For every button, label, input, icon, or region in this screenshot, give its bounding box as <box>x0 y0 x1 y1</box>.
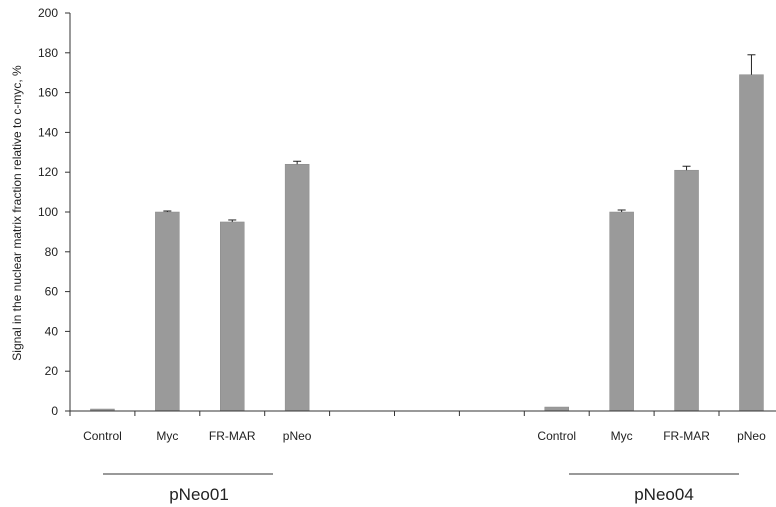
y-tick-label: 120 <box>38 165 58 179</box>
x-tick-label: Control <box>537 429 576 443</box>
y-tick-label: 180 <box>38 46 58 60</box>
y-tick-label: 160 <box>38 86 58 100</box>
y-tick-label: 80 <box>45 245 59 259</box>
group-label: pNeo04 <box>634 485 694 504</box>
y-tick-label: 100 <box>38 205 58 219</box>
x-tick-label: pNeo <box>283 429 312 443</box>
bar <box>284 163 310 412</box>
y-tick-label: 140 <box>38 125 58 139</box>
group-label: pNeo01 <box>169 485 229 504</box>
x-tick-label: pNeo <box>737 429 766 443</box>
bar <box>739 74 764 412</box>
y-tick-label: 200 <box>38 6 58 20</box>
x-tick-label: FR-MAR <box>663 429 710 443</box>
y-axis: 0 20 40 60 80 100 120 140 160 180 200 <box>38 6 71 418</box>
y-axis-label: Signal in the nuclear matrix fraction re… <box>10 65 24 361</box>
y-tick-label: 20 <box>45 364 59 378</box>
y-tick-label: 40 <box>45 324 59 338</box>
bar <box>544 406 569 412</box>
x-tick-label: Control <box>83 429 122 443</box>
x-axis: Control Myc FR-MAR pNeo pNeo01 Control Myc FR-M… <box>69 410 776 504</box>
x-tick-label: Myc <box>611 429 633 443</box>
bars <box>90 54 764 412</box>
bar <box>609 211 634 412</box>
y-tick-label: 60 <box>45 285 59 299</box>
x-tick-label: Myc <box>156 429 178 443</box>
bar <box>674 169 699 412</box>
y-tick-label: 0 <box>51 404 58 418</box>
x-tick-label: FR-MAR <box>209 429 256 443</box>
bar <box>220 221 245 412</box>
bar <box>155 211 180 412</box>
